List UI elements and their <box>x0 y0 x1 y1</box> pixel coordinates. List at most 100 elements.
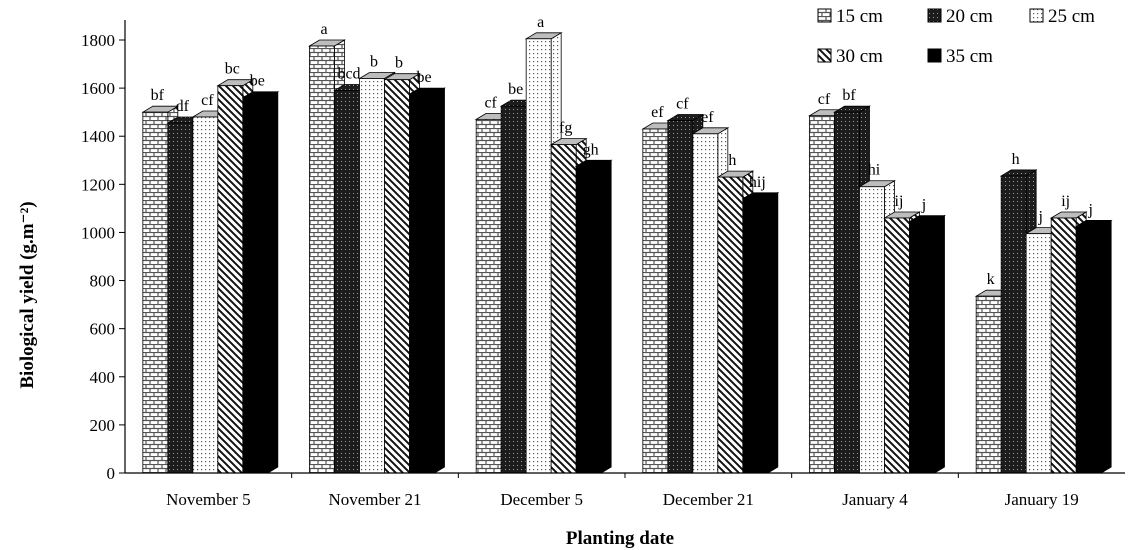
legend-label: 35 cm <box>946 46 993 67</box>
data-label: j <box>1087 201 1092 218</box>
bar-front <box>309 45 335 474</box>
data-label: cf <box>201 92 214 109</box>
bar-front <box>692 133 719 474</box>
bar-front <box>242 97 269 474</box>
bar-front <box>217 85 244 474</box>
legend-item: 15 cm <box>817 6 883 27</box>
data-label: j <box>921 197 926 214</box>
bar <box>741 192 780 474</box>
bar <box>241 91 280 474</box>
data-label: bc <box>225 61 240 78</box>
data-label: k <box>987 271 995 288</box>
legend-swatch <box>927 48 942 63</box>
data-label: be <box>250 73 265 90</box>
data-label: ij <box>1061 193 1070 210</box>
bar-front <box>1025 233 1052 474</box>
data-label: h <box>728 152 736 169</box>
y-tick-label: 800 <box>90 272 116 291</box>
x-axis-title: Planting date <box>566 528 674 549</box>
bar-front <box>525 38 552 474</box>
data-label: hi <box>868 162 881 179</box>
legend-item: 30 cm <box>817 46 883 67</box>
data-label: fg <box>559 120 572 137</box>
bar-side <box>267 91 279 474</box>
data-label: be <box>508 81 523 98</box>
data-label: a <box>320 21 327 38</box>
bar-front <box>975 295 1002 474</box>
bar-front <box>809 115 835 474</box>
y-tick-label: 0 <box>107 464 116 483</box>
legend-item: 35 cm <box>927 46 993 67</box>
data-label: b <box>370 53 378 70</box>
y-tick-label: 1800 <box>81 31 115 50</box>
bar-front <box>167 122 194 474</box>
bar-front <box>550 144 577 474</box>
bar-front <box>859 186 885 474</box>
bar <box>408 87 446 474</box>
bar-front <box>909 221 935 474</box>
x-tick-label: December 21 <box>663 490 754 509</box>
data-label: ef <box>651 104 664 121</box>
data-label: cf <box>484 94 497 111</box>
y-axis-title: Biological yield (g.m⁻²) <box>17 201 38 388</box>
y-tick-label: 200 <box>90 416 116 435</box>
data-label: bcd <box>337 66 360 83</box>
bar-front <box>384 79 410 474</box>
data-label: cf <box>676 96 689 113</box>
x-tick-label: December 5 <box>500 490 583 509</box>
bar <box>574 159 613 474</box>
bar-front <box>834 111 860 474</box>
legend-swatch <box>1029 8 1044 23</box>
data-label: be <box>416 69 431 86</box>
bar-front <box>475 118 502 474</box>
bar-side <box>767 192 779 474</box>
bar-front <box>192 116 219 474</box>
bar-front <box>642 128 669 474</box>
data-label: cf <box>818 91 831 108</box>
bar-front <box>742 198 769 474</box>
bar-front <box>359 78 385 474</box>
data-label: j <box>1037 209 1042 226</box>
bar-front <box>409 93 435 474</box>
bar-side <box>600 159 612 474</box>
legend-swatch <box>817 48 832 63</box>
bar <box>641 122 680 474</box>
bar-front <box>884 217 910 474</box>
legend-label: 20 cm <box>946 6 993 27</box>
data-label: gh <box>583 141 599 158</box>
bar-side <box>934 214 945 474</box>
bar-front <box>1075 226 1102 474</box>
legend-swatch <box>927 8 942 23</box>
legend-label: 25 cm <box>1048 6 1095 27</box>
bar <box>1074 219 1113 474</box>
legend-label: 30 cm <box>836 46 883 67</box>
bar-front <box>1050 217 1077 474</box>
x-tick-label: January 19 <box>1005 490 1079 509</box>
y-tick-label: 1200 <box>81 175 115 194</box>
data-label: df <box>176 98 190 115</box>
bar-side <box>1100 219 1112 474</box>
bar-front <box>500 105 527 474</box>
data-label: ef <box>701 109 714 126</box>
x-tick-label: November 21 <box>328 490 421 509</box>
x-axis: November 5 November 21 December 5 December … <box>125 472 1125 509</box>
x-tick-label: November 5 <box>166 490 251 509</box>
bar-side <box>434 87 445 474</box>
bar-front <box>575 165 602 474</box>
bar-front <box>1000 175 1027 474</box>
chart-legend: 15 cm 20 cm 25 cm 30 cm 35 cm <box>817 6 1095 67</box>
data-label: ij <box>895 193 904 210</box>
data-label: h <box>1012 151 1020 168</box>
y-tick-label: 400 <box>90 368 116 387</box>
x-tick-label: January 4 <box>842 490 908 509</box>
data-label: bf <box>842 87 856 104</box>
bar <box>908 214 946 474</box>
bar-front <box>334 90 360 474</box>
data-label: b <box>395 55 403 72</box>
bar-front <box>717 176 744 474</box>
data-label: bf <box>151 87 165 104</box>
bar-front <box>667 120 694 474</box>
legend-item: 25 cm <box>1029 6 1095 27</box>
